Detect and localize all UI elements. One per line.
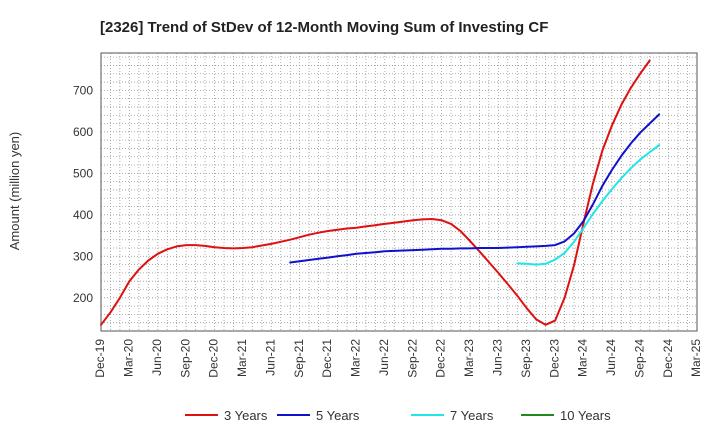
- series-line-7-years: [516, 144, 661, 266]
- x-tick-label: Sep-22: [405, 339, 419, 378]
- y-tick-label: 500: [73, 166, 93, 180]
- x-tick-label: Jun-23: [491, 339, 505, 376]
- x-tick-label: Mar-25: [689, 339, 703, 377]
- grid-layer: [100, 53, 698, 331]
- x-tick-label: Mar-24: [576, 339, 590, 377]
- legend: 3 Years 5 Years 7 Years 10 Years: [185, 408, 611, 423]
- x-tick-label: Mar-23: [462, 339, 476, 377]
- x-tick-label: Jun-22: [377, 339, 391, 376]
- plot-frame: [100, 52, 698, 332]
- x-tick-label: Dec-21: [320, 339, 334, 378]
- series-line-5-years: [289, 113, 661, 264]
- y-tick-label: 400: [73, 208, 93, 222]
- x-tick-label: Jun-24: [604, 339, 618, 376]
- x-tick-label: Sep-21: [292, 339, 306, 378]
- x-tick-label: Jun-20: [150, 339, 164, 376]
- x-tick-label: Mar-22: [349, 339, 363, 377]
- x-tick-label: Sep-24: [632, 339, 646, 378]
- x-tick-label: Sep-23: [519, 339, 533, 378]
- series-layer: [100, 59, 661, 326]
- x-tick-labels: Dec-19 Mar-20 Jun-20 Sep-20 Dec-20 Mar-21 Jun-…: [93, 339, 703, 378]
- x-tick-label: Mar-21: [235, 339, 249, 377]
- x-tick-label: Dec-22: [434, 339, 448, 378]
- legend-label-5-years: 5 Years: [316, 408, 360, 423]
- series-line-3-years: [100, 59, 651, 326]
- x-tick-label: Mar-20: [122, 339, 136, 377]
- legend-label-3-years: 3 Years: [224, 408, 268, 423]
- y-tick-label: 700: [73, 83, 93, 97]
- legend-label-10-years: 10 Years: [560, 408, 611, 423]
- y-tick-label: 200: [73, 291, 93, 305]
- chart-title: [2326] Trend of StDev of 12-Month Moving…: [100, 19, 548, 36]
- y-tick-label: 300: [73, 249, 93, 263]
- x-tick-label: Sep-20: [178, 339, 192, 378]
- x-tick-label: Dec-24: [661, 339, 675, 378]
- x-tick-label: Dec-20: [207, 339, 221, 378]
- x-tick-label: Jun-21: [263, 339, 277, 376]
- y-axis-label: Amount (million yen): [7, 132, 22, 251]
- y-tick-label: 600: [73, 125, 93, 139]
- x-tick-label: Dec-23: [547, 339, 561, 378]
- x-tick-label: Dec-19: [93, 339, 107, 378]
- legend-label-7-years: 7 Years: [450, 408, 494, 423]
- y-tick-labels: 200 300 400 500 600 700: [73, 83, 93, 304]
